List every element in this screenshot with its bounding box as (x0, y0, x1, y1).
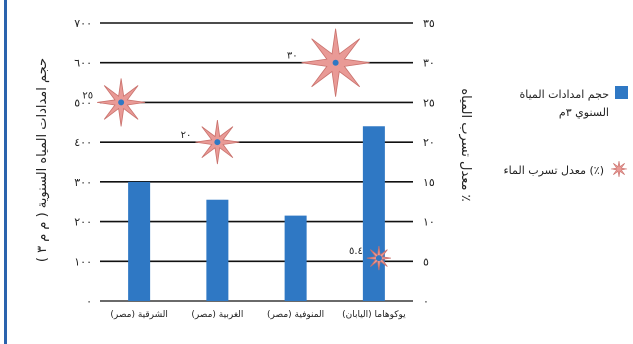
gridlines (100, 22, 413, 302)
right-tick-label: ١٠ (423, 216, 435, 229)
star-center-dot (118, 99, 125, 106)
left-axis-ticks: ٠ ١٠٠ ٢٠٠ ٣٠٠ ٤٠٠ ٥٠٠ ٦٠٠ ٧٠٠ (74, 17, 92, 308)
left-tick-label: ٠ (86, 295, 92, 308)
star-data-label: ٣٠ (287, 51, 298, 62)
left-tick-label: ٣٠٠ (74, 176, 92, 189)
star-data-label: ٢٠ (181, 130, 192, 141)
right-tick-label: ٢٥ (423, 96, 435, 109)
star-center-dot (332, 59, 339, 66)
legend-bars-label: حجم امدادات المياة السنوي ٣م (519, 88, 609, 119)
right-tick-label: ٣٥ (423, 17, 435, 30)
star-data-label: ٢٥ (82, 90, 93, 101)
left-axis-title: حجم امدادات المياه السنوية ( م م ٣ ) (35, 58, 50, 262)
star-markers: ٢٥ ٢٠ ٣٠ ٥.٤ (82, 28, 391, 271)
right-tick-label: ٢٠ (423, 136, 435, 149)
right-tick-label: ٠ (423, 295, 429, 308)
right-tick-label: ٥ (423, 255, 429, 268)
legend-star-shape (610, 160, 628, 178)
legend-bar-swatch (615, 86, 628, 99)
right-axis-ticks: ٠ ٥ ١٠ ١٥ ٢٠ ٢٥ ٣٠ ٣٥ (423, 17, 435, 308)
legend-star-icon (610, 160, 628, 181)
left-tick-label: ١٠٠ (74, 255, 92, 268)
bar (284, 215, 307, 301)
category-label: المنوفية (مصر) (267, 310, 324, 320)
star-center-dot (214, 139, 221, 146)
bar (206, 199, 229, 301)
category-labels: الشرقية (مصر) الغربية (مصر) المنوفية (مصر)… (110, 310, 406, 320)
right-axis-title: معدل تسرب المياه ٪ (458, 88, 473, 201)
left-tick-label: ٦٠٠ (74, 57, 92, 70)
star-center-dot (375, 255, 382, 262)
legend-item-stars: (٪) معدل تسرب الماء (488, 160, 628, 181)
category-label: الشرقية (مصر) (110, 310, 168, 320)
left-tick-label: ٧٠٠ (74, 17, 92, 30)
left-tick-label: ٥٠٠ (74, 96, 92, 109)
bars (128, 126, 385, 301)
left-tick-label: ٤٠٠ (74, 136, 92, 149)
bar (128, 181, 151, 301)
star-data-label: ٥.٤ (349, 246, 363, 257)
left-tick-label: ٢٠٠ (74, 216, 92, 229)
category-label: يوكوهاما (اليابان) (342, 310, 406, 320)
right-tick-label: ١٥ (423, 176, 435, 189)
legend-item-bars: حجم امدادات المياة السنوي ٣م (488, 86, 628, 122)
bar (362, 126, 385, 301)
right-tick-label: ٣٠ (423, 57, 435, 70)
page-frame-border (4, 0, 7, 344)
legend-stars-label: (٪) معدل تسرب الماء (503, 163, 604, 177)
category-label: الغربية (مصر) (191, 310, 243, 320)
